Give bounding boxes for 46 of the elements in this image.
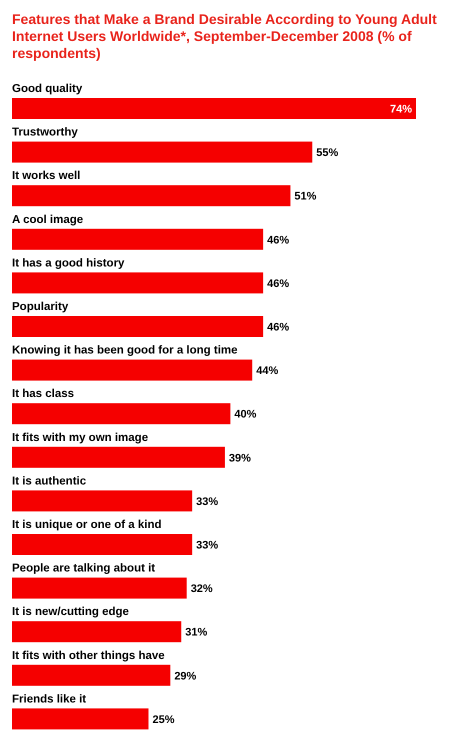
data-label: 33%: [196, 496, 218, 508]
bar: [12, 185, 290, 206]
data-label: 31%: [185, 626, 208, 639]
data-label: 39%: [228, 452, 252, 464]
bar: [12, 534, 192, 555]
y-tick-label: It has class: [12, 388, 74, 400]
bar: [12, 228, 264, 250]
bar: [12, 446, 225, 468]
bar: [12, 621, 182, 642]
bar: [12, 578, 187, 599]
y-tick-label: It has a good history: [12, 257, 126, 270]
bar: [12, 142, 312, 163]
y-tick-label: A cool image: [12, 214, 84, 226]
data-label: 33%: [196, 540, 218, 552]
data-label: 44%: [256, 365, 278, 378]
bar: [12, 360, 252, 381]
data-label: 29%: [174, 670, 197, 682]
bar: [12, 272, 264, 294]
bar: [12, 664, 170, 686]
data-label: 32%: [190, 583, 213, 596]
data-label: 55%: [316, 147, 339, 160]
bar: [12, 316, 264, 337]
y-tick-label: People are talking about it: [12, 562, 156, 575]
data-label: 46%: [267, 322, 290, 334]
data-label: 46%: [267, 278, 290, 290]
data-label: 40%: [234, 408, 257, 421]
y-tick-label: It fits with my own image: [12, 432, 148, 444]
bar: [12, 98, 416, 119]
y-tick-label: Knowing it has been good for a long time: [12, 344, 238, 357]
y-tick-label: It fits with other things have: [12, 650, 165, 662]
y-tick-label: Good quality: [12, 83, 83, 95]
data-label: 74%: [390, 104, 412, 116]
bar: [12, 708, 148, 730]
data-label: 46%: [267, 234, 290, 246]
y-tick-label: Trustworthy: [12, 126, 78, 139]
chart-title: Features that Make a Brand Desirable According to Young Adult Internet Users Worldwide*, September-December 2008 (% of respondents): [12, 11, 438, 61]
y-tick-label: It is authentic: [12, 475, 87, 488]
y-tick-label: It is new/cutting edge: [12, 606, 129, 618]
data-label: 51%: [294, 190, 317, 203]
data-label: 25%: [152, 714, 175, 726]
y-tick-label: It works well: [12, 170, 80, 182]
bar: [12, 490, 192, 512]
y-tick-label: Friends like it: [12, 693, 86, 706]
y-tick-label: Popularity: [12, 301, 69, 313]
bar: [12, 403, 230, 424]
y-tick-label: It is unique or one of a kind: [12, 519, 162, 531]
